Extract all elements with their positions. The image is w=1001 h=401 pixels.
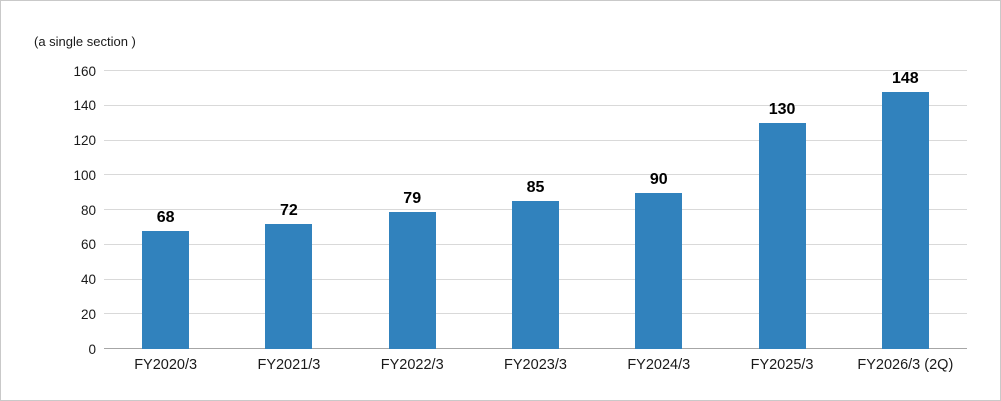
- bar: [142, 230, 190, 349]
- gridline: [104, 139, 967, 141]
- y-axis-labels: 0 20 40 60 80 100 120 140 160: [54, 64, 96, 355]
- bar: [635, 192, 683, 349]
- x-tick-label: FY2025/3: [750, 357, 814, 373]
- y-tick-label: 40: [80, 271, 96, 287]
- y-tick-label: 100: [73, 167, 96, 183]
- bar: [265, 223, 313, 349]
- y-tick-label: 20: [80, 306, 96, 322]
- bar: [511, 201, 559, 349]
- unit-label: (a single section ): [34, 34, 136, 49]
- y-tick-label: 60: [80, 237, 96, 252]
- x-tick-label: FY2020/3: [134, 357, 198, 373]
- x-tick-label: FY2021/3: [257, 357, 321, 373]
- x-axis-labels: FY2020/3 FY2021/3 FY2022/3 FY2023/3 FY2024/3…: [104, 357, 967, 373]
- bar-group: 68: [104, 71, 227, 349]
- bar-value-label: 90: [649, 170, 668, 188]
- y-tick-label: 0: [88, 341, 96, 357]
- y-tick-label: 140: [73, 98, 96, 113]
- bar-value-label: 148: [891, 70, 919, 87]
- y-tick-label: 160: [73, 63, 96, 79]
- bar-group: 148: [844, 71, 967, 349]
- gridline: [104, 70, 967, 71]
- bar-value-label: 85: [526, 179, 545, 197]
- bar: [758, 123, 806, 349]
- x-tick-label: FY2024/3: [627, 357, 691, 373]
- x-tick-label: FY2023/3: [504, 357, 567, 373]
- bars: 68 72 79 85 90 130 148: [104, 71, 967, 349]
- x-tick-label: FY2022/3: [380, 357, 444, 373]
- bar-group: 72: [227, 71, 350, 349]
- bar-group: 85: [474, 71, 597, 349]
- y-tick-label: 120: [73, 132, 96, 148]
- bar: [881, 92, 929, 349]
- gridline: [104, 104, 967, 106]
- bar-value-label: 130: [768, 101, 796, 119]
- bar-group: 90: [597, 71, 720, 349]
- y-tick-label: 80: [80, 202, 96, 218]
- bar: [388, 211, 436, 349]
- gridline: [104, 174, 967, 176]
- bar-value-label: 68: [156, 208, 175, 226]
- bar-value-label: 79: [403, 189, 422, 207]
- x-tick-label: FY2026/3 (2Q): [857, 357, 954, 373]
- plot-area: 0 20 40 60 80 100 120 140 160 68 72 79 85 90 130 148: [73, 64, 967, 355]
- bar-value-label: 72: [280, 201, 298, 219]
- bar-group: 79: [351, 71, 474, 349]
- bar-group: 130: [720, 71, 843, 349]
